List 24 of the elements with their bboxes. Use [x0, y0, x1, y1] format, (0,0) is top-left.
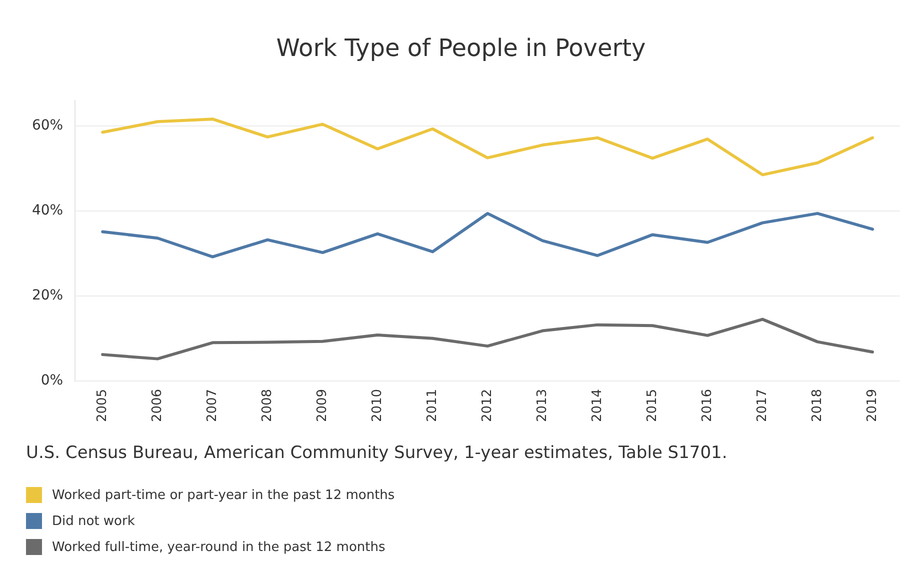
y-tick-label: 0%	[40, 372, 64, 389]
x-tick-label: 2010	[370, 388, 385, 422]
x-tick-label: 2016	[700, 388, 715, 422]
x-tick-label: 2019	[864, 388, 880, 422]
x-tick-label: 2007	[204, 388, 220, 422]
y-tick-label: 20%	[32, 288, 64, 304]
y-tick-label: 40%	[32, 202, 64, 219]
legend-label: Worked full-time, year-round in the past 12 months	[52, 540, 386, 554]
x-tick-label: 2015	[644, 388, 660, 422]
x-tick-label: 2014	[590, 388, 605, 422]
chart-title: Work Type of People in Poverty	[275, 34, 647, 62]
y-tick-label: 60%	[32, 118, 64, 134]
x-tick-label: 2009	[314, 388, 330, 422]
x-tick-label: 2012	[480, 388, 495, 422]
legend-label: Worked part-time or part-year in the past 12 months	[52, 488, 395, 502]
x-tick-label: 2005	[94, 388, 110, 422]
x-tick-label: 2013	[534, 388, 550, 422]
x-tick-label: 2006	[150, 388, 165, 422]
text: U.S. Census Bureau, American Community Survey, 1-year estimates, Table S1701.	[26, 443, 728, 463]
x-tick-label: 2018	[810, 388, 825, 422]
legend-label: Did not work	[52, 514, 135, 528]
x-tick-label: 2008	[260, 388, 275, 422]
x-tick-label: 2011	[424, 388, 440, 422]
x-tick-label: 2017	[754, 388, 770, 422]
